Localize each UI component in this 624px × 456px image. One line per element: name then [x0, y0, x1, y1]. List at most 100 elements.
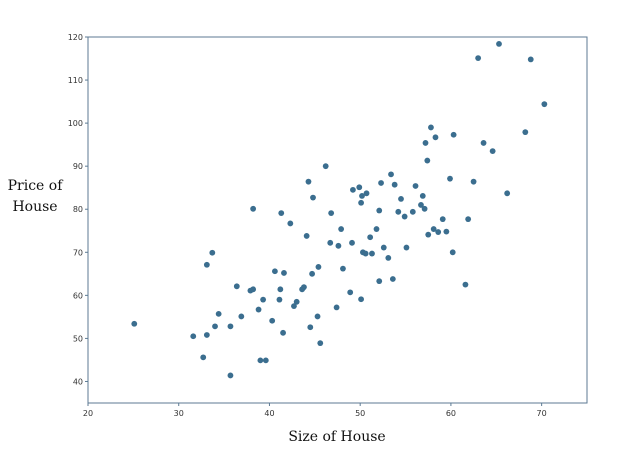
scatter-point — [310, 194, 316, 201]
scatter-point — [291, 303, 297, 310]
scatter-point — [328, 210, 335, 217]
scatter-point — [465, 216, 472, 223]
scatter-point — [131, 320, 138, 327]
scatter-point — [412, 183, 419, 189]
scatter-point — [527, 56, 534, 63]
scatter-point — [378, 180, 384, 186]
scatter-point — [373, 226, 380, 232]
scatter-point — [470, 178, 477, 185]
scatter-point — [305, 178, 312, 185]
scatter-point — [449, 249, 456, 256]
scatter-point — [447, 175, 453, 182]
scatter-point — [541, 101, 548, 108]
y-tick-label: 90 — [73, 162, 83, 171]
scatter-point — [215, 310, 222, 317]
scatter-point — [391, 181, 398, 188]
scatter-point — [309, 270, 315, 277]
scatter-point — [380, 244, 387, 251]
scatter-point — [322, 163, 329, 170]
scatter-point — [435, 229, 442, 235]
scatter-point — [389, 276, 396, 282]
scatter-point — [303, 233, 310, 239]
scatter-point — [363, 190, 370, 197]
scatter-point — [356, 184, 363, 191]
scatter-point — [409, 208, 416, 215]
scatter-point — [428, 124, 434, 131]
scatter-point — [496, 40, 502, 47]
scatter-point — [362, 250, 369, 257]
scatter-point — [430, 226, 437, 232]
y-axis-ticks: 40 50 60 70 80 90 100 110 120 — [68, 33, 88, 386]
scatter-point — [233, 283, 240, 290]
scatter-point — [385, 254, 392, 261]
scatter-point — [317, 340, 324, 347]
scatter-point — [281, 270, 287, 276]
scatter-point — [315, 264, 322, 270]
scatter-point — [439, 216, 446, 223]
scatter-point — [367, 234, 374, 241]
y-tick-label: 50 — [73, 334, 83, 343]
x-tick-label: 70 — [537, 409, 547, 418]
scatter-point — [475, 55, 482, 61]
scatter-point — [333, 304, 340, 311]
scatter-point — [327, 239, 334, 246]
x-tick-label: 50 — [355, 409, 365, 418]
scatter-point — [250, 286, 257, 293]
scatter-point — [350, 186, 356, 193]
y-axis-title-line1: Price of — [8, 178, 65, 194]
scatter-point — [425, 231, 432, 238]
scatter-point — [307, 324, 314, 331]
y-tick-label: 60 — [73, 291, 83, 300]
scatter-point — [401, 213, 408, 220]
scatter-point — [504, 190, 511, 197]
scatter-point — [480, 140, 487, 146]
y-tick-label: 40 — [73, 377, 83, 386]
scatter-point — [280, 329, 286, 336]
scatter-point — [212, 323, 218, 330]
y-tick-label: 70 — [73, 248, 83, 257]
scatter-point — [359, 192, 365, 199]
scatter-point — [238, 313, 245, 320]
y-axis-title-line2: House — [12, 199, 57, 215]
scatter-point — [277, 286, 284, 293]
y-tick-label: 120 — [68, 33, 83, 42]
scatter-point — [358, 199, 364, 206]
scatter-point — [432, 134, 439, 141]
x-axis-ticks: 20 30 40 50 60 70 — [83, 403, 547, 418]
scatter-point — [287, 220, 294, 227]
scatter-point — [190, 333, 197, 340]
y-tick-label: 80 — [73, 205, 83, 214]
scatter-point — [419, 192, 426, 199]
scatter-point — [314, 313, 321, 320]
scatter-point — [276, 296, 283, 303]
scatter-point — [347, 289, 354, 296]
scatter-point — [395, 208, 402, 215]
scatter-point — [269, 317, 276, 324]
scatter-point — [338, 226, 345, 232]
x-tick-label: 20 — [83, 409, 93, 418]
scatter-point — [200, 354, 207, 361]
scatter-point — [418, 202, 424, 208]
x-tick-label: 60 — [446, 409, 456, 418]
scatter-point — [403, 244, 410, 251]
plot-frame — [87, 36, 588, 404]
x-tick-label: 40 — [264, 409, 274, 418]
scatter-point — [462, 281, 469, 288]
scatter-point — [450, 131, 457, 138]
scatter-point — [257, 357, 264, 364]
scatter-point — [255, 306, 262, 313]
scatter-point — [227, 323, 234, 330]
scatter-point — [301, 284, 307, 291]
scatter-point — [262, 357, 269, 364]
scatter-point — [260, 296, 267, 303]
scatter-point — [203, 261, 210, 268]
scatter-point — [376, 278, 383, 285]
scatter-point — [209, 249, 216, 256]
scatter-point — [203, 332, 210, 338]
scatter-point — [376, 207, 383, 214]
scatter-point — [522, 129, 529, 136]
y-tick-label: 110 — [68, 76, 83, 85]
scatter-point — [398, 196, 404, 202]
scatter-point — [421, 205, 428, 212]
